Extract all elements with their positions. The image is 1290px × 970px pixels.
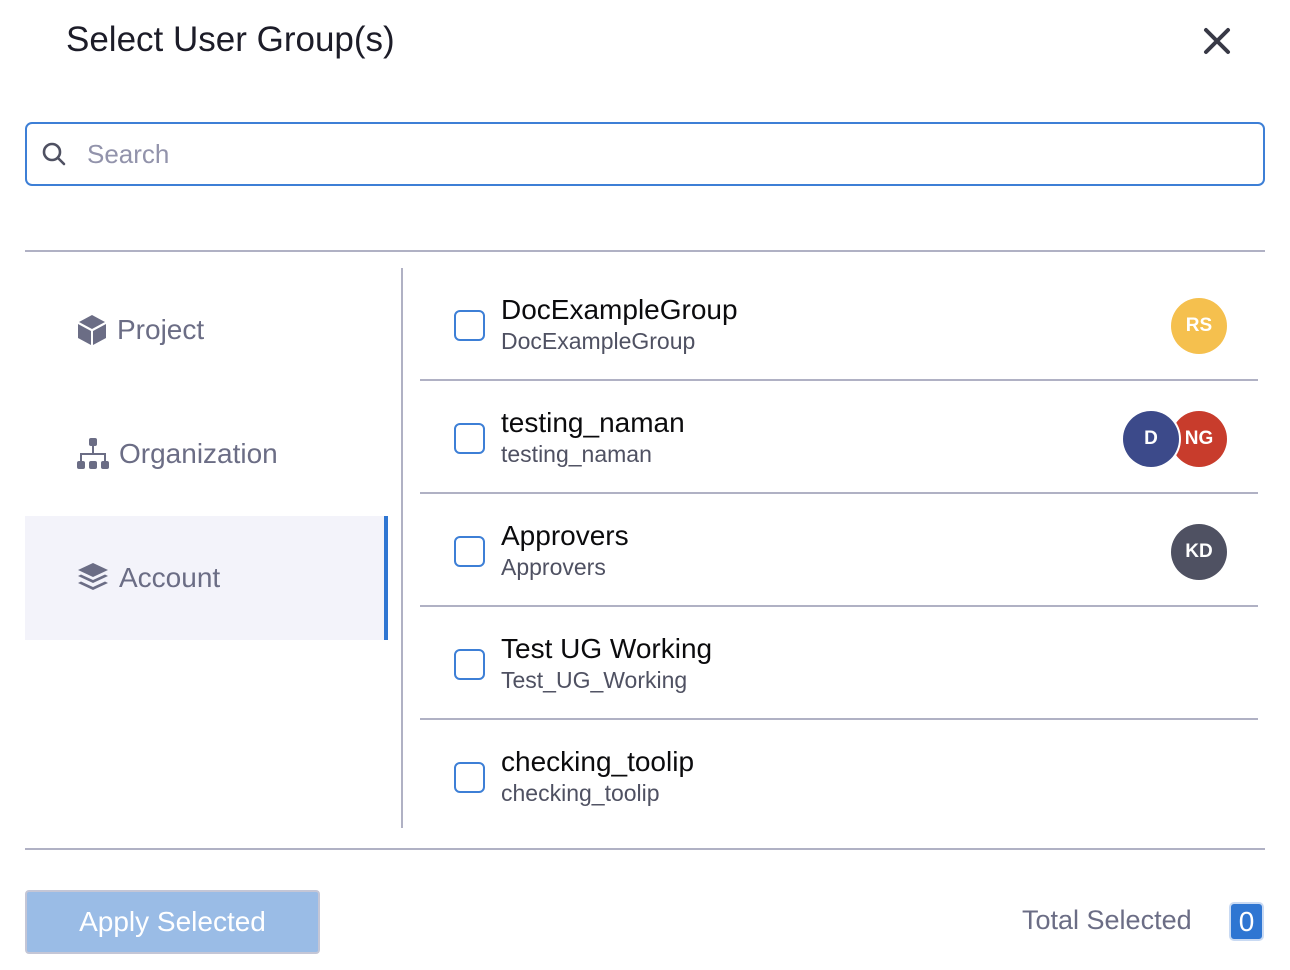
dialog-title: Select User Group(s) (66, 20, 395, 59)
total-selected-label: Total Selected (1022, 905, 1192, 935)
list-item[interactable]: testing_naman testing_naman D NG (420, 381, 1258, 494)
group-name: Approvers (501, 520, 629, 551)
avatar: KD (1171, 524, 1227, 580)
cube-icon (78, 315, 106, 345)
sidebar-item-label: Organization (119, 438, 278, 469)
hierarchy-icon (77, 438, 109, 469)
search-field[interactable] (25, 122, 1265, 186)
layers-icon (78, 563, 108, 590)
group-checkbox[interactable] (454, 649, 485, 680)
list-item[interactable]: Approvers Approvers KD (420, 494, 1258, 607)
vertical-divider (401, 268, 403, 828)
avatar: NG (1171, 411, 1227, 467)
sidebar-item-organization[interactable]: Organization (25, 392, 388, 516)
close-icon[interactable] (1198, 22, 1236, 60)
list-item[interactable]: DocExampleGroup DocExampleGroup RS (420, 268, 1258, 381)
avatar: RS (1171, 298, 1227, 354)
group-checkbox[interactable] (454, 423, 485, 454)
group-identifier: Approvers (501, 554, 606, 580)
group-checkbox[interactable] (454, 762, 485, 793)
group-name: DocExampleGroup (501, 294, 738, 325)
total-selected-count: 0 (1229, 902, 1264, 941)
sidebar-item-project[interactable]: Project (25, 268, 388, 392)
group-identifier: testing_naman (501, 441, 652, 467)
group-identifier: checking_toolip (501, 780, 660, 806)
list-item[interactable]: checking_toolip checking_toolip (420, 720, 1258, 833)
sidebar-item-label: Account (119, 562, 221, 593)
group-checkbox[interactable] (454, 536, 485, 567)
group-checkbox[interactable] (454, 310, 485, 341)
apply-selected-button[interactable]: Apply Selected (25, 890, 320, 954)
group-name: checking_toolip (501, 746, 695, 777)
group-identifier: DocExampleGroup (501, 328, 696, 354)
search-input[interactable] (87, 138, 1263, 170)
avatar: D (1123, 411, 1179, 467)
list-item[interactable]: Test UG Working Test_UG_Working (420, 607, 1258, 720)
sidebar-item-account[interactable]: Account (25, 516, 388, 640)
sidebar-item-label: Project (117, 314, 205, 345)
group-identifier: Test_UG_Working (501, 667, 688, 693)
group-name: testing_naman (501, 407, 685, 438)
search-icon (42, 142, 66, 166)
divider (25, 848, 1265, 850)
group-name: Test UG Working (501, 633, 713, 664)
divider (25, 250, 1265, 252)
